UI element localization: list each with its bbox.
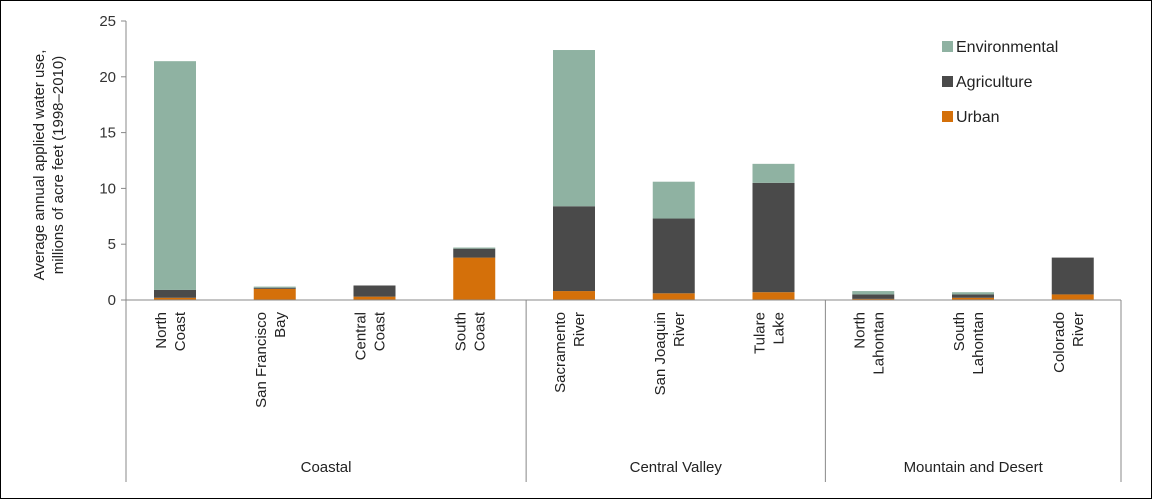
bar-urban bbox=[154, 297, 196, 300]
bar-agriculture bbox=[154, 289, 196, 298]
bars bbox=[154, 50, 1094, 300]
category-label-line: Central bbox=[353, 312, 370, 360]
legend-label-agriculture: Agriculture bbox=[956, 74, 1033, 91]
bar-environmental bbox=[453, 247, 496, 249]
bar-urban bbox=[1051, 294, 1094, 300]
bar-urban bbox=[652, 293, 695, 300]
bar-environmental bbox=[253, 286, 296, 288]
bar-urban bbox=[952, 297, 994, 300]
y-tick-label: 5 bbox=[108, 236, 116, 253]
group-label: Mountain and Desert bbox=[904, 459, 1044, 476]
bar-agriculture bbox=[752, 182, 795, 293]
y-tick-label: 25 bbox=[99, 13, 116, 30]
bar-agriculture bbox=[353, 285, 396, 297]
x-axis: North Coast San Francisco Bay Central Coast So… bbox=[125, 299, 1122, 482]
category-label-line: Coast bbox=[172, 311, 189, 351]
y-tick-label: 0 bbox=[108, 292, 116, 309]
category-label: North Lahontan bbox=[851, 312, 887, 375]
category-label: San Francisco Bay bbox=[253, 312, 289, 408]
legend-swatch-environmental bbox=[942, 41, 953, 52]
bar-agriculture bbox=[253, 287, 296, 289]
category-label-line: Coast bbox=[372, 311, 389, 351]
bar-urban bbox=[752, 292, 795, 300]
bar-urban bbox=[353, 296, 396, 300]
bar-urban bbox=[253, 288, 296, 300]
category-label-line: North bbox=[153, 312, 170, 349]
y-axis-label: Average annual applied water use, millio… bbox=[31, 50, 67, 281]
legend-label-urban: Urban bbox=[956, 109, 1000, 126]
y-axis: 0 5 10 15 20 25 bbox=[99, 13, 127, 309]
bar-agriculture bbox=[952, 294, 994, 298]
legend-swatch-agriculture bbox=[942, 76, 953, 87]
legend: Environmental Agriculture Urban bbox=[942, 39, 1058, 126]
category-label-line: San Joaquin bbox=[652, 312, 669, 395]
category-label-line: Lake bbox=[771, 312, 788, 345]
bar-agriculture bbox=[453, 248, 496, 258]
category-label-line: South bbox=[951, 312, 968, 351]
group-label: Coastal bbox=[301, 459, 352, 476]
category-label: Central Coast bbox=[353, 311, 389, 360]
bar-agriculture bbox=[852, 294, 895, 299]
bar-environmental bbox=[952, 292, 994, 295]
legend-swatch-urban bbox=[942, 111, 953, 122]
category-label: North Coast bbox=[153, 311, 189, 351]
y-axis-label-line-1: Average annual applied water use, bbox=[31, 50, 48, 281]
category-label: South Lahontan bbox=[951, 312, 987, 375]
y-axis-label-line-2: millions of acre feet (1998–2010) bbox=[50, 56, 67, 274]
legend-label-environmental: Environmental bbox=[956, 39, 1058, 56]
y-tick-label: 20 bbox=[99, 69, 116, 86]
bar-urban bbox=[553, 291, 595, 300]
bar-environmental bbox=[652, 181, 695, 219]
category-label-line: South bbox=[452, 312, 469, 351]
y-tick-label: 10 bbox=[99, 180, 116, 197]
category-label: Sacramento River bbox=[552, 312, 588, 393]
category-label-line: Tulare bbox=[752, 312, 769, 354]
bar-agriculture bbox=[652, 218, 695, 294]
category-label-line: River bbox=[1070, 312, 1087, 347]
category-label-line: Colorado bbox=[1051, 312, 1068, 373]
bar-agriculture bbox=[1051, 257, 1094, 295]
category-label-line: Sacramento bbox=[552, 312, 569, 393]
group-label: Central Valley bbox=[630, 459, 723, 476]
category-label: Colorado River bbox=[1051, 312, 1087, 373]
category-label-line: Coast bbox=[471, 311, 488, 351]
bar-environmental bbox=[553, 50, 595, 207]
category-label-line: Lahontan bbox=[870, 312, 887, 375]
bar-environmental bbox=[852, 291, 895, 295]
category-label: San Joaquin River bbox=[652, 312, 688, 395]
category-label-line: River bbox=[671, 312, 688, 347]
category-label-line: Lahontan bbox=[970, 312, 987, 375]
bar-urban bbox=[852, 298, 895, 300]
bar-environmental bbox=[154, 61, 196, 290]
category-label-line: North bbox=[851, 312, 868, 349]
bar-environmental bbox=[752, 163, 795, 183]
category-label-line: River bbox=[571, 312, 588, 347]
category-label-line: Bay bbox=[272, 312, 289, 338]
category-label-line: San Francisco bbox=[253, 312, 270, 408]
category-label: Tulare Lake bbox=[752, 312, 788, 354]
category-label: South Coast bbox=[452, 311, 488, 351]
bar-agriculture bbox=[553, 206, 595, 292]
bar-urban bbox=[453, 257, 496, 300]
y-tick-label: 15 bbox=[99, 125, 116, 142]
